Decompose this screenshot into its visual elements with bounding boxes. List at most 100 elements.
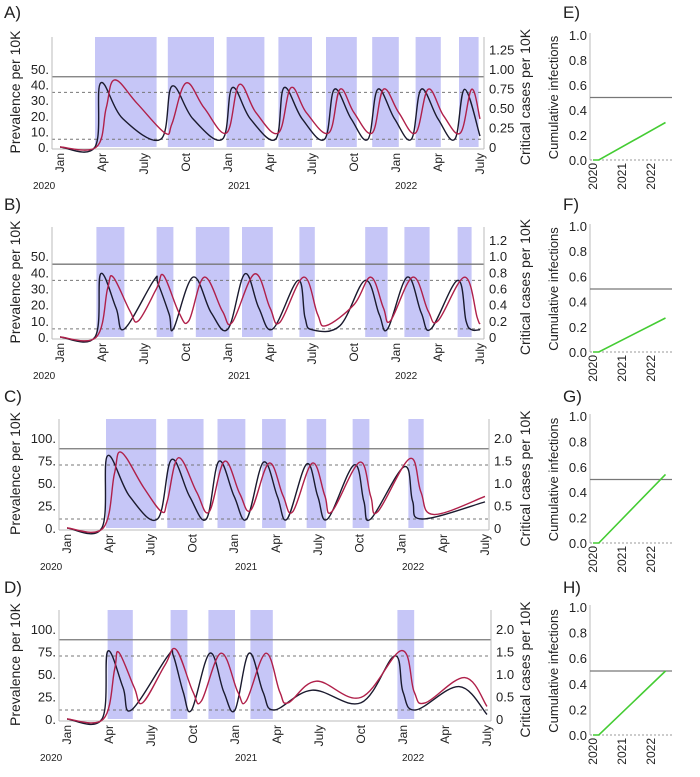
y-tick-label: 20.: [31, 109, 49, 124]
y-tick-label: 0.: [38, 330, 49, 345]
y-tick-label: 50.: [31, 249, 49, 264]
year-label: 2022: [402, 562, 425, 573]
x-tick-label: 2021: [615, 355, 629, 382]
intervention-shading: [250, 610, 273, 719]
year-label: 2020: [33, 181, 56, 192]
cumulative-series: [593, 121, 666, 161]
y-tick-label: 0.0: [569, 153, 587, 168]
panel-e: E) 0.0 0.2 0.4 0.6 0.8 1.0 2020 2021 2022 Cumulati…: [546, 3, 672, 190]
year-label: 2021: [228, 181, 251, 192]
x-tick-label: Jan: [53, 153, 67, 172]
y-tick-label: 0.2: [569, 128, 587, 143]
x-tick-label: Apr: [269, 534, 283, 553]
y-tick-label: 0.2: [569, 320, 587, 335]
y-axis-label: Prevalence per 10K: [7, 30, 23, 154]
y-tick-label: 50.: [38, 667, 56, 682]
y-tick-label: 1.0: [569, 219, 587, 234]
intervention-shading: [242, 227, 273, 337]
panel-label: G): [563, 387, 582, 406]
right-tick-label: 0.50: [489, 101, 514, 116]
y-tick-label: 0.6: [569, 78, 587, 93]
intervention-shading: [217, 419, 246, 528]
x-tick-label: Apr: [431, 343, 445, 362]
intervention-shading: [208, 610, 235, 719]
right-tick-label: 0.75: [489, 81, 514, 96]
x-tick-label: July: [305, 343, 319, 364]
series-red: [66, 451, 486, 533]
x-tick-label: Apr: [95, 343, 109, 362]
y-tick-label: 0.4: [569, 103, 587, 118]
intervention-shading: [107, 610, 133, 719]
x-tick-label: July: [144, 725, 158, 746]
y-tick-label: 1.0: [569, 600, 587, 615]
right-tick-label: 1.2: [489, 233, 507, 248]
x-tick-label: Oct: [347, 342, 361, 361]
right-tick-label: 1.0: [489, 249, 507, 264]
right-tick-label: 0: [496, 712, 503, 727]
panel-h: H) 0.0 0.2 0.4 0.6 0.8 1.0 2020 2021 2022 Cumulati…: [546, 578, 672, 765]
right-tick-label: 0.8: [489, 265, 507, 280]
y-tick-label: 10.: [31, 314, 49, 329]
y-tick-label: 25.: [38, 689, 56, 704]
intervention-shading: [106, 419, 157, 528]
x-tick-label: Jan: [221, 343, 235, 362]
x-tick-label: Apr: [263, 153, 277, 172]
intervention-shading: [457, 227, 472, 337]
x-tick-label: Jan: [221, 153, 235, 172]
x-tick-label: July: [312, 725, 326, 746]
panel-b: B) 0.10.20. 30.40.50. 00.20.4 0.60.81.01.2 Ja…: [4, 195, 533, 382]
series-black: [59, 272, 481, 343]
y-tick-label: 0.0: [569, 728, 587, 743]
right-tick-label: 1.0: [494, 476, 512, 491]
y-axis-label: Prevalence per 10K: [7, 220, 23, 344]
y-axis-label: Cumulative infections: [546, 609, 561, 733]
right-tick-label: 0: [494, 521, 501, 536]
right-tick-label: 0: [489, 330, 496, 345]
y-tick-label: 0.: [38, 140, 49, 155]
right-tick-label: 1.5: [494, 453, 512, 468]
panel-label: B): [4, 195, 21, 214]
x-tick-label: Jan: [389, 343, 403, 362]
x-tick-label: Jan: [227, 534, 241, 553]
panel-label: D): [4, 578, 22, 597]
panel-c: C) 0. 25. 50. 75. 100. 0 0.5 1.0 1.5 2.0 Jan Apr July…: [4, 387, 533, 573]
x-tick-label: 2022: [644, 355, 658, 382]
x-tick-label: Apr: [102, 725, 116, 744]
y-tick-label: 0.4: [569, 485, 587, 500]
year-label: 2020: [40, 753, 63, 764]
intervention-shading: [408, 419, 424, 528]
y-tick-label: 75.: [38, 644, 56, 659]
x-tick-label: 2021: [615, 163, 629, 190]
x-tick-label: Oct: [353, 533, 367, 552]
y-tick-label: 0.0: [569, 345, 587, 360]
intervention-shading: [397, 610, 415, 719]
x-tick-label: Apr: [270, 725, 284, 744]
panel-label: A): [4, 3, 21, 22]
x-tick-label: July: [473, 153, 487, 174]
x-tick-label: Oct: [185, 533, 199, 552]
panel-label: E): [563, 3, 580, 22]
y-axis-label: Prevalence per 10K: [7, 602, 23, 726]
right-axis-label: Critical cases per 10K: [517, 410, 533, 547]
x-tick-label: 2021: [615, 546, 629, 573]
x-tick-label: Jan: [53, 343, 67, 362]
y-axis-label: Cumulative infections: [546, 417, 561, 541]
panel-label: H): [563, 578, 581, 597]
x-tick-label: Oct: [347, 152, 361, 171]
intervention-shading: [365, 227, 388, 337]
y-tick-label: 0.6: [569, 651, 587, 666]
x-tick-label: Jan: [60, 725, 74, 744]
y-tick-label: 75.: [38, 453, 56, 468]
x-tick-label: Jan: [396, 725, 410, 744]
panel-label: F): [563, 195, 579, 214]
x-tick-label: 2021: [615, 738, 629, 765]
panel-label: C): [4, 387, 22, 406]
x-tick-label: July: [311, 534, 325, 555]
year-label: 2022: [395, 181, 418, 192]
y-tick-label: 100.: [31, 431, 56, 446]
panel-f: F) 0.0 0.2 0.4 0.6 0.8 1.0 2020 2021 2022 Cumulati…: [546, 195, 672, 382]
y-tick-label: 10.: [31, 124, 49, 139]
series-black: [66, 649, 488, 726]
x-tick-label: July: [478, 534, 492, 555]
